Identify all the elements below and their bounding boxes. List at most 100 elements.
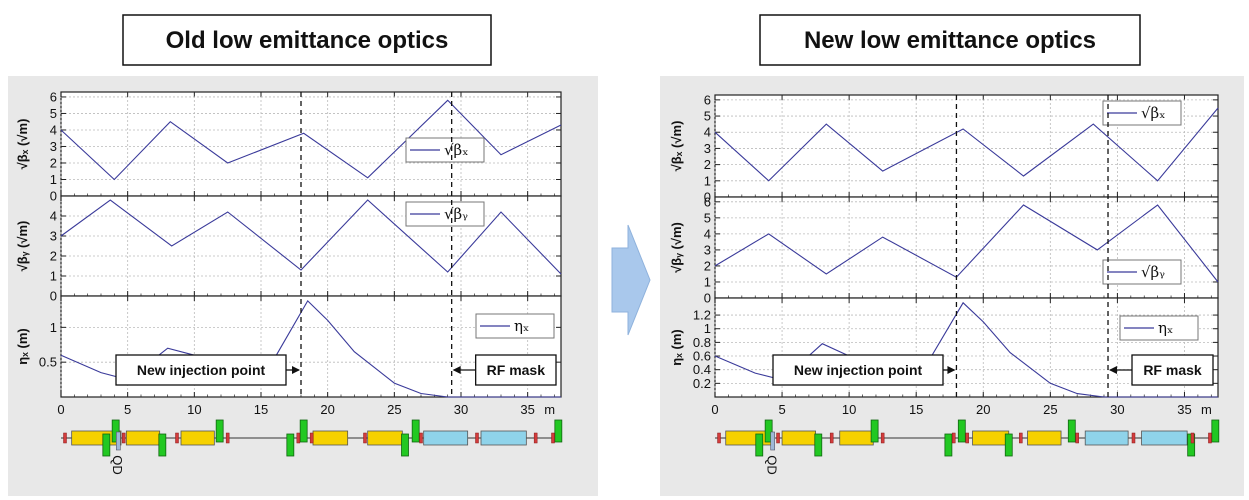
sextupole-magnet — [717, 432, 721, 444]
x-tick-label: 20 — [976, 402, 990, 417]
quadrupole-magnet — [1067, 419, 1076, 443]
legend-3: ηₓ — [475, 313, 555, 339]
quadrupole-magnet — [957, 419, 966, 443]
annotation-label: New injection point — [794, 362, 923, 378]
y-tick-label: 5 — [704, 210, 711, 225]
quadrupole-magnet — [870, 419, 879, 443]
panel-2: 0 1 2 3 4 √βᵧ (√m) √βᵧ — [15, 195, 562, 304]
y-axis-label: ηₓ (m) — [15, 328, 30, 365]
arrow-head-icon — [292, 366, 300, 374]
y-tick-label: 3 — [50, 139, 57, 154]
annotation-label: RF mask — [1143, 362, 1202, 378]
sextupole-magnet — [296, 432, 301, 444]
y-tick-label: 3 — [704, 141, 711, 156]
quadrupole-magnet — [1004, 433, 1013, 457]
x-tick-label: 25 — [1043, 402, 1057, 417]
sextupole-magnet — [1190, 432, 1195, 444]
y-tick-label: 0.6 — [693, 349, 711, 364]
y-tick-label: 0 — [704, 291, 711, 306]
x-unit-label: m — [544, 402, 555, 417]
sextupole-magnet — [1019, 432, 1023, 444]
sextupole-magnet — [551, 432, 555, 444]
y-tick-label: 4 — [50, 122, 57, 137]
y-axis-label: √βₓ (√m) — [15, 119, 30, 170]
sextupole-magnet — [1208, 432, 1212, 444]
legend-2: √βᵧ — [1102, 259, 1182, 285]
y-tick-label: 1 — [704, 274, 711, 289]
dipole-magnet — [180, 430, 215, 446]
y-tick-label: 1 — [50, 172, 57, 187]
legend-label: √βᵧ — [444, 205, 468, 223]
panel-1: 0 1 23 45 6 √βₓ (√m) √βₓ — [15, 89, 562, 204]
legend-label: √βₓ — [444, 141, 469, 159]
arrow-head-icon — [1109, 366, 1118, 374]
y-axis-label: √βᵧ (√m) — [669, 222, 684, 273]
annotation-box — [115, 354, 287, 386]
sextupole-magnet — [121, 432, 126, 444]
y-tick-label: 0.2 — [693, 376, 711, 391]
y-tick-label: 1 — [704, 321, 711, 336]
y-tick-label: 3 — [704, 242, 711, 257]
annotation-injection: New injection point — [772, 354, 956, 386]
quadrupole-magnet — [1211, 419, 1220, 443]
legend-2: √βᵧ — [405, 201, 485, 227]
quadrupole-magnet — [299, 419, 308, 443]
rf-cavity — [480, 430, 527, 446]
y-tick-label: 6 — [704, 92, 711, 107]
sextupole-magnet — [1075, 432, 1079, 444]
kicker-magnet — [116, 431, 121, 451]
quadrupole-magnet — [158, 433, 167, 457]
quadrupole-magnet — [401, 433, 409, 457]
arrow-head-icon — [452, 366, 461, 374]
x-tick-label: 30 — [454, 402, 468, 417]
dipole-magnet — [312, 430, 349, 446]
dipole-magnet — [972, 430, 1010, 446]
x-tick-label: 15 — [909, 402, 923, 417]
y-tick-label: 1.2 — [693, 308, 711, 323]
quadrupole-magnet — [554, 419, 563, 443]
quadrupole-magnet — [944, 433, 953, 457]
sextupole-magnet — [952, 432, 956, 444]
x-tick-label: 35 — [1177, 402, 1191, 417]
y-tick-label: 1 — [704, 173, 711, 188]
annotation-rf-mask: RF mask — [452, 354, 557, 386]
sextupole-magnet — [776, 432, 780, 444]
sextupole-magnet — [419, 432, 423, 444]
left-title-box: Old low emittance optics — [122, 14, 492, 66]
quadrupole-magnet — [111, 419, 120, 443]
quadrupole-magnet — [411, 419, 420, 443]
annotation-label: New injection point — [137, 362, 266, 378]
sextupole-magnet — [363, 432, 367, 444]
kicker-magnet — [770, 431, 775, 451]
left-title: Old low emittance optics — [166, 27, 449, 54]
x-tick-label: 5 — [124, 402, 131, 417]
y-tick-label: 5 — [50, 106, 57, 121]
y-tick-label: 0 — [50, 189, 57, 204]
quadrupole-magnet — [286, 433, 295, 457]
arrow-head-icon — [947, 366, 956, 374]
lattice-qd-label: QD — [110, 455, 125, 475]
lattice-qd-label: QD — [764, 455, 779, 475]
legend-label: ηₓ — [514, 317, 529, 335]
x-tick-label: 10 — [842, 402, 856, 417]
x-tick-label: 30 — [1110, 402, 1124, 417]
lattice-schematic: QD — [715, 419, 1220, 475]
sextupole-magnet — [965, 432, 969, 444]
right-arrow-icon — [611, 224, 651, 336]
y-tick-label: 0 — [704, 190, 711, 205]
dipole-magnet — [725, 430, 772, 446]
annotation-box — [475, 354, 557, 386]
y-tick-label: 2 — [704, 258, 711, 273]
y-axis-label: √βₓ (√m) — [669, 121, 684, 172]
sextupole-magnet — [225, 432, 230, 444]
sextupole-magnet — [829, 432, 834, 444]
y-tick-label: 4 — [704, 125, 711, 140]
annotation-label: RF mask — [487, 362, 546, 378]
x-tick-label: 25 — [387, 402, 401, 417]
y-tick-label: 0.5 — [39, 355, 57, 370]
legend-label: √βₓ — [1141, 104, 1166, 122]
x-tick-label: 0 — [711, 402, 718, 417]
